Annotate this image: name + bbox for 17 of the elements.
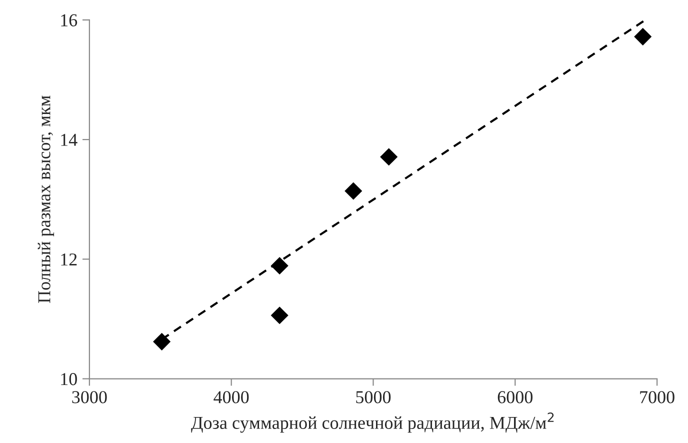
y-tick-label: 14 — [61, 134, 78, 146]
x-tick-label: 3000 — [72, 391, 107, 404]
point — [270, 256, 288, 275]
point — [344, 182, 362, 200]
point — [634, 28, 652, 46]
y-tick-label: 12 — [61, 253, 77, 266]
x-tick-label: 4000 — [214, 391, 249, 404]
y-axis-title: Полный размах высот, мкм — [38, 96, 54, 303]
y-tick-label: 16 — [61, 14, 78, 26]
x-tick-label: 5000 — [356, 391, 391, 404]
x-tick-label: 6000 — [498, 391, 533, 404]
point — [270, 306, 288, 324]
y-tick-label: 10 — [61, 373, 77, 386]
point — [380, 148, 398, 166]
point — [153, 332, 171, 350]
x-tick-label: 7000 — [640, 391, 674, 404]
x-axis-title: Доза суммарной солнечной радиации, МДж/м$^{2}$ — [191, 412, 554, 433]
